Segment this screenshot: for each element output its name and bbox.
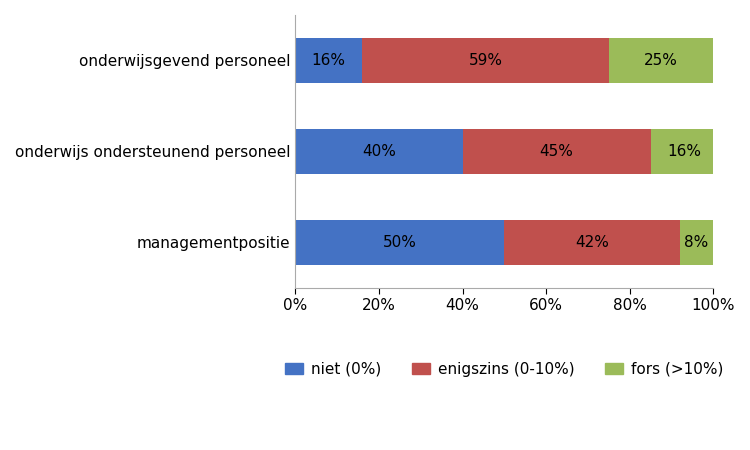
Bar	[463, 129, 650, 174]
Legend: niet (0%), enigszins (0-10%), fors (>10%): niet (0%), enigszins (0-10%), fors (>10%…	[279, 356, 730, 383]
Text: 42%: 42%	[575, 235, 609, 250]
Text: 40%: 40%	[362, 144, 396, 159]
Bar	[650, 129, 718, 174]
Text: 50%: 50%	[383, 235, 417, 250]
Bar	[296, 220, 504, 265]
Bar	[609, 38, 713, 83]
Bar	[362, 38, 609, 83]
Text: 59%: 59%	[469, 53, 502, 68]
Text: 16%: 16%	[312, 53, 346, 68]
Bar	[296, 38, 362, 83]
Bar	[680, 220, 713, 265]
Text: 8%: 8%	[685, 235, 709, 250]
Bar	[504, 220, 680, 265]
Text: 25%: 25%	[644, 53, 678, 68]
Bar	[296, 129, 463, 174]
Text: 45%: 45%	[539, 144, 574, 159]
Text: 16%: 16%	[667, 144, 701, 159]
